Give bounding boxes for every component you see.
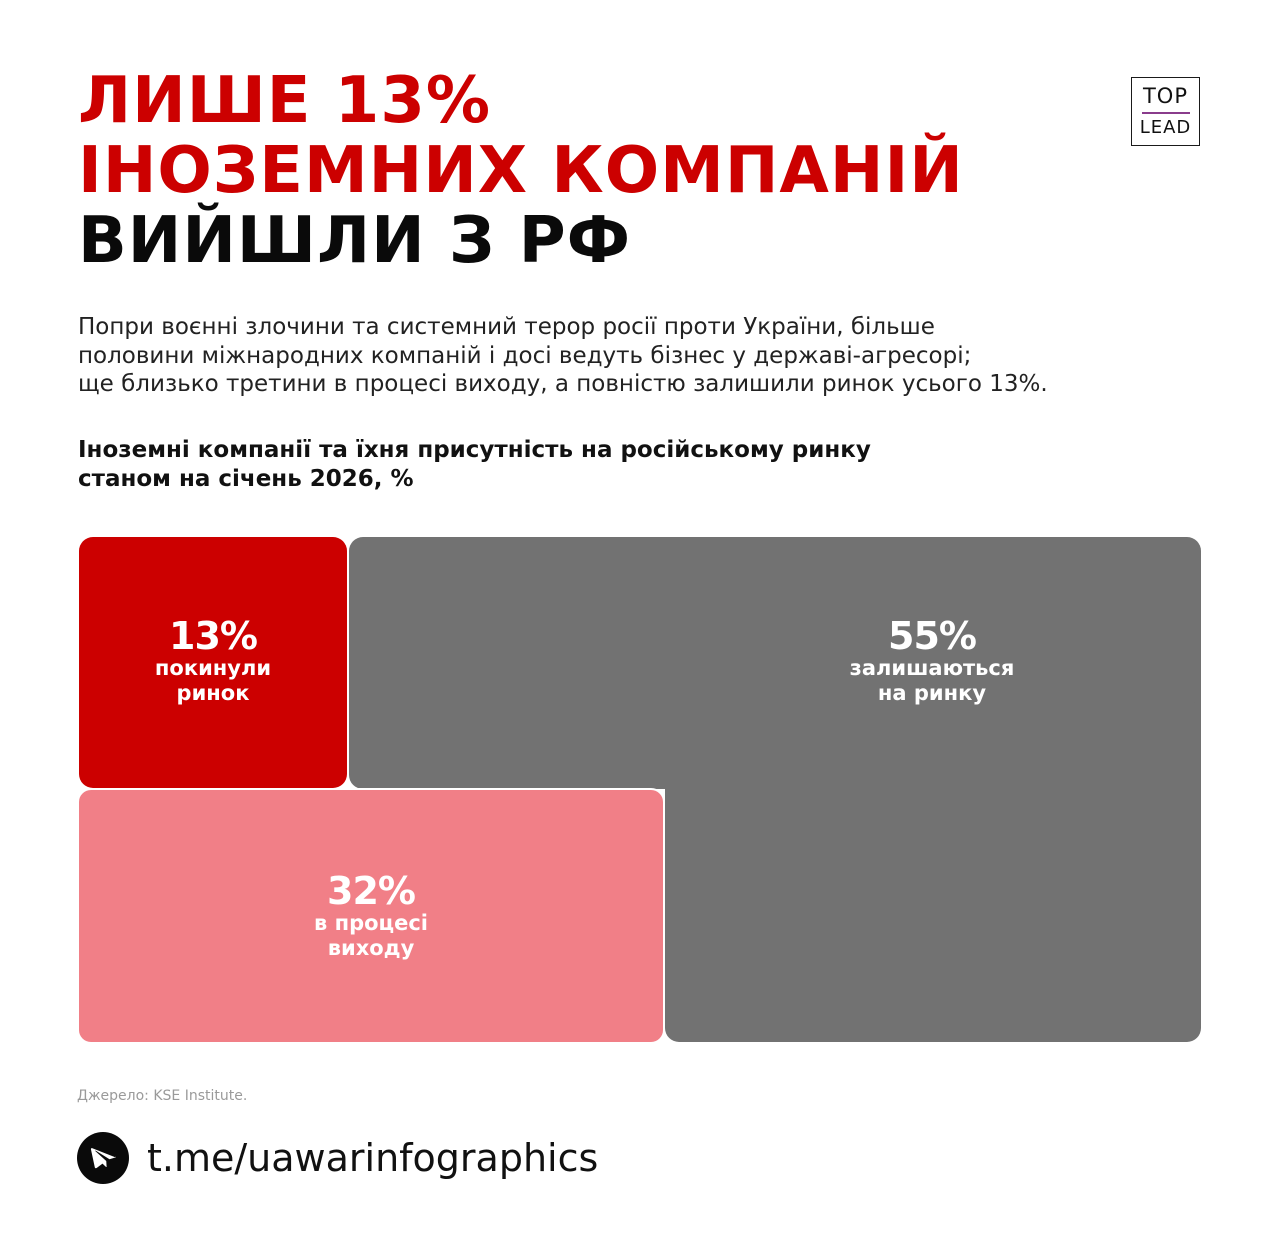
lead-line: половини міжнародних компаній і досі вед… bbox=[78, 342, 972, 369]
headline-line-3: ВИЙШЛИ З РФ bbox=[78, 204, 632, 278]
tile-caption: покинули bbox=[154, 656, 272, 680]
lead-line: ще близько третини в процесі виходу, а п… bbox=[78, 371, 1048, 397]
tile-caption: залишаються bbox=[849, 656, 1015, 680]
logo-top-text: TOP bbox=[1142, 84, 1189, 108]
source-note: Джерело: KSE Institute. bbox=[77, 1088, 248, 1104]
headline: ЛИШЕ 13% ІНОЗЕМНИХ КОМПАНІЙ ВИЙШЛИ З РФ bbox=[78, 66, 964, 276]
tile-caption: в процесі bbox=[313, 911, 429, 935]
logo-bottom-text: LEAD bbox=[1139, 117, 1192, 138]
tile-percent: 13% bbox=[169, 614, 258, 658]
tile-remain-bottom bbox=[665, 700, 1201, 1042]
chart-title: Іноземні компанії та їхня присутність на… bbox=[78, 436, 1038, 493]
tile-percent: 55% bbox=[888, 614, 977, 658]
chart-title-line: Іноземні компанії та їхня присутність на… bbox=[78, 437, 871, 463]
tile-caption: виходу bbox=[327, 936, 415, 960]
headline-line-2: ІНОЗЕМНИХ КОМПАНІЙ bbox=[78, 134, 964, 208]
tile-left-market-label: 13% покинули ринок bbox=[79, 616, 347, 706]
top-lead-logo: TOP LEAD bbox=[1131, 77, 1200, 146]
chart-title-line: станом на січень 2026, % bbox=[78, 465, 414, 492]
tile-caption: ринок bbox=[176, 681, 250, 705]
tile-exiting-label: 32% в процесі виходу bbox=[77, 871, 665, 961]
tile-percent: 32% bbox=[327, 869, 416, 913]
lead-line: Попри воєнні злочини та системний терор … bbox=[78, 314, 935, 340]
tile-left-market bbox=[79, 537, 347, 788]
footer: t.me/uawarinfographics bbox=[77, 1132, 598, 1184]
tile-exiting bbox=[77, 788, 665, 1044]
headline-line-1: ЛИШЕ 13% bbox=[78, 64, 491, 138]
telegram-channel-link[interactable]: t.me/uawarinfographics bbox=[147, 1136, 599, 1180]
logo-divider bbox=[1141, 112, 1190, 114]
telegram-icon[interactable] bbox=[77, 1132, 129, 1184]
tile-caption: на ринку bbox=[877, 681, 987, 705]
tile-remain-label: 55% залишаються на ринку bbox=[800, 616, 1064, 706]
lead-paragraph: Попри воєнні злочини та системний терор … bbox=[78, 313, 1218, 399]
